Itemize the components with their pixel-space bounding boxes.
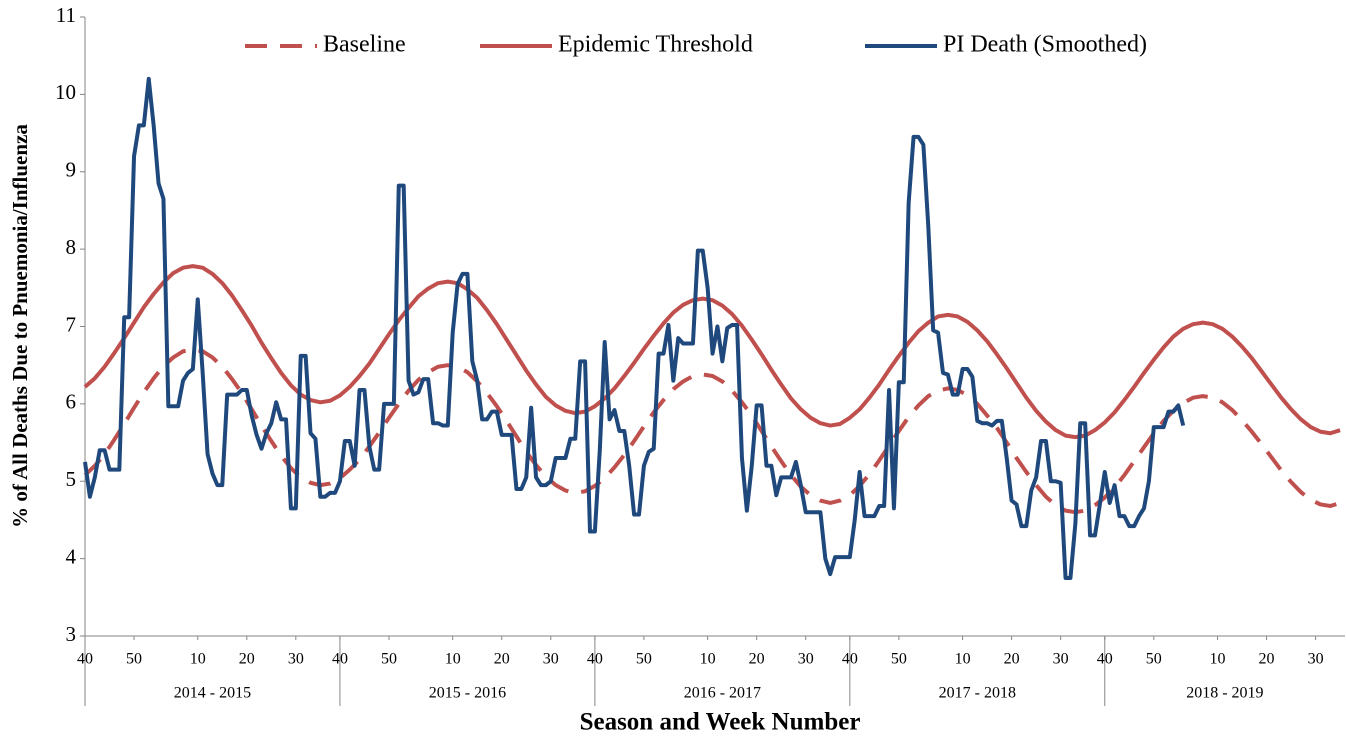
y-axis-title: % of All Deaths Due to Pnuemonia/Influen…: [8, 124, 32, 528]
y-tick-label: 6: [66, 390, 77, 414]
x-tick-label: 50: [126, 651, 142, 668]
legend-label: Epidemic Threshold: [558, 32, 753, 58]
x-tick-label: 20: [494, 651, 510, 668]
x-tick-label: 20: [749, 651, 765, 668]
group-label: 2014 - 2015: [174, 685, 251, 702]
x-tick-label: 50: [1146, 651, 1162, 668]
series-line: [83, 76, 1186, 580]
y-tick-label: 3: [66, 622, 77, 646]
x-tick-label: 30: [1053, 651, 1069, 668]
group-label: 2017 - 2018: [939, 685, 1016, 702]
x-tick-label: 20: [239, 651, 255, 668]
x-tick-label: 50: [636, 651, 652, 668]
x-tick-label: 20: [1259, 651, 1275, 668]
y-tick-label: 9: [66, 158, 77, 182]
legend-label: Baseline: [323, 32, 406, 58]
x-axis-title: Season and Week Number: [580, 709, 861, 736]
group-label: 2018 - 2019: [1186, 685, 1263, 702]
x-tick-label: 30: [288, 651, 304, 668]
x-tick-label: 30: [1308, 651, 1324, 668]
x-tick-label: 10: [955, 651, 971, 668]
y-tick-label: 11: [56, 3, 76, 27]
x-tick-label: 50: [381, 651, 397, 668]
x-tick-label: 10: [700, 651, 716, 668]
x-tick-label: 10: [445, 651, 461, 668]
x-tick-label: 30: [798, 651, 814, 668]
y-tick-label: 7: [66, 312, 77, 336]
legend-label: PI Death (Smoothed): [943, 32, 1147, 58]
group-label: 2016 - 2017: [684, 685, 761, 702]
x-tick-label: 20: [1004, 651, 1020, 668]
y-tick-label: 10: [55, 80, 76, 104]
y-tick-label: 4: [66, 544, 77, 568]
series-line: [83, 347, 1341, 515]
x-tick-label: 10: [190, 651, 206, 668]
x-tick-label: 50: [891, 651, 907, 668]
y-tick-label: 5: [66, 467, 77, 491]
x-tick-label: 30: [543, 651, 559, 668]
series-line: [83, 264, 1341, 440]
group-label: 2015 - 2016: [429, 685, 506, 702]
y-tick-label: 8: [66, 235, 77, 259]
x-tick-label: 10: [1210, 651, 1226, 668]
